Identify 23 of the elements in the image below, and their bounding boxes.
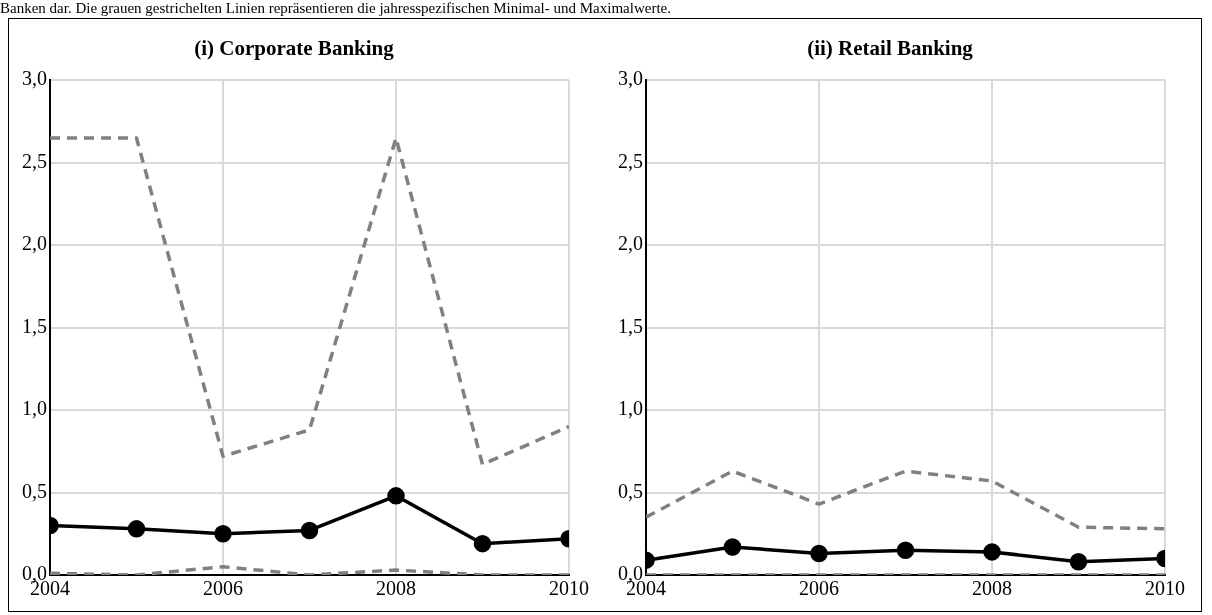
x-tick-label: 2008 (376, 577, 416, 600)
x-tick-label: 2006 (203, 577, 243, 600)
chart-title: (i) Corporate Banking (194, 36, 395, 61)
y-tick-label: 1,0 (22, 397, 47, 420)
y-tick-label: 3,0 (22, 67, 47, 90)
x-tick-label: 2010 (549, 577, 589, 600)
y-tick-label: 3,0 (618, 67, 643, 90)
text: Banken dar. Die grauen gestrichelten Linien repräsentieren die jahresspezifischen Minimal- und Maximalwerte. (0, 0, 672, 17)
y-tick-label: 2,5 (618, 149, 643, 172)
chart-title: (ii) Retail Banking (807, 36, 974, 61)
y-tick-label: 1,0 (618, 397, 643, 420)
y-tick-label: 0,5 (22, 479, 47, 502)
x-tick-label: 2008 (972, 577, 1012, 600)
x-tick-label: 2006 (799, 577, 839, 600)
y-tick-label: 2,5 (22, 149, 47, 172)
y-tick-label: 1,5 (22, 314, 47, 337)
y-tick-label: 2,0 (618, 232, 643, 255)
line-series (646, 469, 1165, 531)
y-tick-label: 2,0 (22, 232, 47, 255)
y-tick-label: 0,5 (618, 479, 643, 502)
y-tick-label: 1,5 (618, 314, 643, 337)
line-series (50, 136, 569, 467)
x-tick-label: 2010 (1145, 577, 1185, 600)
